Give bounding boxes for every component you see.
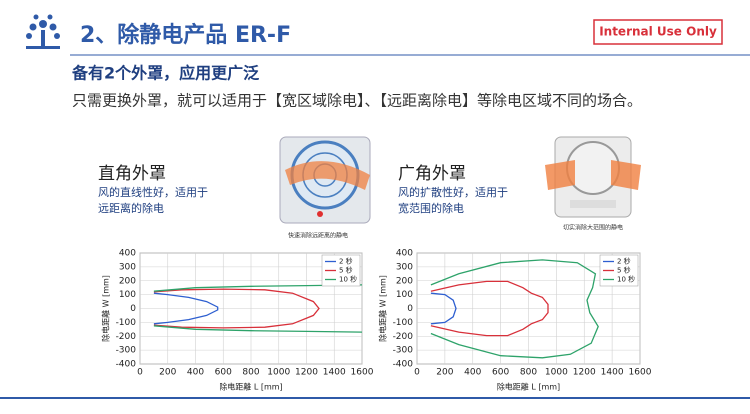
description: 只需更换外罩，就可以适用于【宽区域除电】、【远距离除电】等除电区域不同的场合。 — [72, 92, 642, 110]
section-text: 宽范围的除电 — [398, 201, 464, 215]
x-tick-label: 800 — [242, 368, 259, 378]
image-caption: 快速消除远距离的静电 — [288, 232, 348, 240]
x-tick-label: 200 — [159, 368, 176, 378]
y-tick-label: 0 — [407, 304, 413, 314]
y-axis-label: 除电距離 W [mm] — [378, 275, 388, 342]
x-tick-label: 1400 — [601, 368, 624, 378]
fan-image — [279, 136, 371, 224]
y-tick-label: 300 — [396, 262, 413, 272]
y-tick-label: -300 — [116, 346, 137, 356]
x-tick-label: 1000 — [545, 368, 568, 378]
badge-box — [593, 19, 723, 45]
x-tick-label: 1200 — [295, 368, 318, 378]
y-tick-label: -300 — [393, 346, 414, 356]
y-tick-label: 200 — [396, 276, 413, 286]
x-tick-label: 0 — [414, 368, 420, 378]
series-line — [153, 292, 219, 325]
x-tick-label: 400 — [187, 368, 204, 378]
section-heading: 广角外罩 — [398, 164, 466, 184]
title: 2、除静电产品 ER-F — [80, 22, 291, 48]
y-tick-label: -200 — [393, 332, 414, 342]
y-tick-label: -400 — [393, 360, 414, 370]
x-tick-label: 0 — [137, 368, 143, 378]
x-tick-label: 1400 — [323, 368, 346, 378]
legend-label: 5 秒 — [617, 266, 631, 275]
y-tick-label: 300 — [119, 262, 136, 272]
y-tick-label: 400 — [396, 249, 413, 259]
series-line — [430, 292, 457, 325]
fan-image — [545, 136, 641, 218]
series-line — [430, 259, 599, 359]
y-tick-label: 400 — [119, 249, 136, 259]
y-tick-label: -100 — [116, 318, 137, 328]
y-tick-label: -200 — [116, 332, 137, 342]
x-axis-label: 除电距離 L [mm] — [219, 382, 282, 392]
x-tick-label: 1000 — [267, 368, 290, 378]
series-line — [153, 288, 320, 329]
y-axis-label: 除电距離 W [mm] — [101, 275, 111, 342]
section-heading: 直角外罩 — [98, 164, 166, 184]
legend-label: 5 秒 — [339, 266, 353, 275]
legend-label: 2 秒 — [617, 257, 631, 266]
y-tick-label: 0 — [130, 304, 136, 314]
x-tick-label: 400 — [464, 368, 481, 378]
y-tick-label: 200 — [119, 276, 136, 286]
y-tick-label: 100 — [396, 290, 413, 300]
logo — [26, 14, 60, 49]
y-tick-label: -400 — [116, 360, 137, 370]
x-tick-label: 1600 — [351, 368, 374, 378]
x-axis-label: 除电距離 L [mm] — [497, 382, 560, 392]
legend-label: 2 秒 — [339, 257, 353, 266]
legend-label: 10 秒 — [617, 275, 635, 284]
badge: Internal Use Only — [599, 25, 717, 39]
x-tick-label: 600 — [215, 368, 232, 378]
x-tick-label: 600 — [492, 368, 509, 378]
subtitle: 备有2个外罩，应用更广泛 — [71, 64, 259, 83]
section-text: 风的扩散性好，适用于 — [398, 185, 508, 199]
y-tick-label: -100 — [393, 318, 414, 328]
section-text: 风的直线性好，适用于 — [98, 185, 208, 199]
y-tick-label: 100 — [119, 290, 136, 300]
image-caption: 切实消除大范围的静电 — [563, 224, 623, 232]
x-tick-label: 1200 — [573, 368, 596, 378]
x-tick-label: 200 — [436, 368, 453, 378]
series-line — [430, 280, 549, 337]
x-tick-label: 800 — [520, 368, 537, 378]
x-tick-label: 1600 — [629, 368, 652, 378]
section-text: 远距离的除电 — [98, 201, 164, 215]
legend-label: 10 秒 — [339, 275, 357, 284]
